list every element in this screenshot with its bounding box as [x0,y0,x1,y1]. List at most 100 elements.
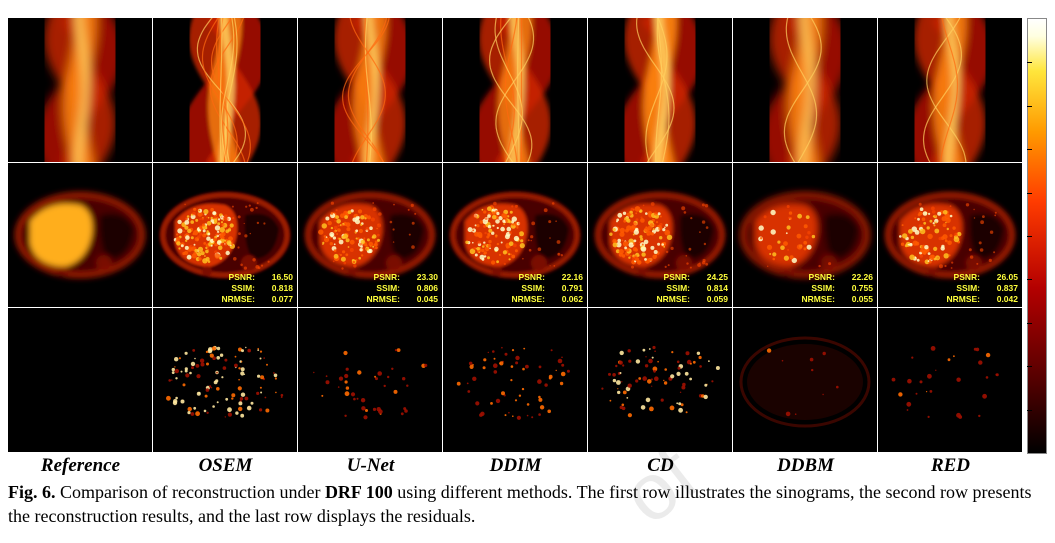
column-label-ddbm: DDBM [776,455,834,476]
image-residual-5 [739,336,871,428]
metric-label-nrmse: NRMSE: [801,294,835,304]
reconstruction-red: PSNR: 26.05 SSIM: 0.837 NRMSE: 0.042 [878,163,1022,307]
column-label-reference: Reference [40,455,121,476]
metrics-ddbm: PSNR: 22.26 SSIM: 0.755 NRMSE: 0.055 [801,272,873,305]
metric-label-ssim: SSIM: [666,283,690,293]
colorbar-tick [1027,322,1032,324]
image-residual-4 [601,345,720,418]
metric-value-ssim: 0.818 [271,283,293,293]
sinogram-ddim [443,18,587,162]
metric-value-nrmse: 0.045 [416,294,438,304]
metric-label-psnr: PSNR: [953,272,980,282]
metric-label-psnr: PSNR: [808,272,835,282]
sinogram-u-net [298,18,442,162]
figure-grid: PSNR: 16.50 SSIM: 0.818 NRMSE: 0.077 PSNR: 23.3… [8,18,1023,454]
residual-red [878,308,1022,452]
metrics-ddim: PSNR: 22.16 SSIM: 0.791 NRMSE: 0.062 [511,272,583,305]
colorbar-tick [1027,62,1032,64]
colorbar-tick [1027,366,1032,368]
sinogram-red [878,18,1022,162]
residual-cd [588,308,732,452]
column-labels: Reference OSEM U-Net DDIM CD DDBM RED [8,454,1023,478]
metric-label-nrmse: NRMSE: [656,294,690,304]
image-residual-6 [891,346,999,419]
metric-label-psnr: PSNR: [373,272,400,282]
reconstruction-ddim: PSNR: 22.16 SSIM: 0.791 NRMSE: 0.062 [443,163,587,307]
metric-value-ssim: 0.837 [996,283,1018,293]
colorbar-tick [1027,236,1032,237]
column-label-osem: OSEM [198,455,253,476]
metric-label-ssim: SSIM: [376,283,400,293]
reconstruction-cd: PSNR: 24.25 SSIM: 0.814 NRMSE: 0.059 [588,163,732,307]
caption-fig-label: Fig. 6. [8,482,56,502]
caption-text-2: using different methods. The first row i… [8,482,1032,526]
metric-value-nrmse: 0.055 [851,294,873,304]
colorbar-tick [1027,149,1032,151]
metrics-red: PSNR: 26.05 SSIM: 0.837 NRMSE: 0.042 [946,272,1018,305]
reconstruction-reference [8,163,152,307]
image-sinogram-1 [180,18,270,162]
image-sinogram-6 [905,18,995,162]
image-sinogram-5 [760,18,850,162]
image-reconstruction-1 [159,191,291,279]
image-sinogram-3 [470,18,560,162]
image-reconstruction-5 [739,191,871,279]
column-label-red: RED [930,455,971,476]
colorbar-tick [1027,192,1032,194]
column-label-u-net: U-Net [346,455,395,476]
image-residual-1 [166,345,284,418]
sinogram-osem [153,18,297,162]
image-sinogram-2 [325,18,415,162]
metric-value-psnr: 24.25 [706,272,728,282]
image-reconstruction-6 [884,191,1016,279]
column-label-cd: CD [647,455,674,476]
metric-label-ssim: SSIM: [811,283,835,293]
metrics-u-net: PSNR: 23.30 SSIM: 0.806 NRMSE: 0.045 [366,272,438,305]
image-residual-3 [456,346,570,420]
caption-text-1: Comparison of reconstruction under [55,482,325,502]
metric-value-ssim: 0.806 [416,283,438,293]
colorbar-tick [1027,409,1032,411]
metric-value-psnr: 22.26 [851,272,873,282]
reconstruction-u-net: PSNR: 23.30 SSIM: 0.806 NRMSE: 0.045 [298,163,442,307]
sinogram-reference [8,18,152,162]
metric-label-psnr: PSNR: [228,272,255,282]
metric-value-psnr: 26.05 [996,272,1018,282]
metric-value-nrmse: 0.062 [561,294,583,304]
metric-label-psnr: PSNR: [518,272,545,282]
image-sinogram-0 [35,18,125,162]
metric-label-ssim: SSIM: [521,283,545,293]
metric-label-nrmse: NRMSE: [366,294,400,304]
metric-label-ssim: SSIM: [956,283,980,293]
residual-osem [153,308,297,452]
metrics-osem: PSNR: 16.50 SSIM: 0.818 NRMSE: 0.077 [221,272,293,305]
metric-value-ssim: 0.791 [561,283,583,293]
metric-label-ssim: SSIM: [231,283,255,293]
metric-value-ssim: 0.755 [851,283,873,293]
reconstruction-ddbm: PSNR: 22.26 SSIM: 0.755 NRMSE: 0.055 [733,163,877,307]
sinogram-ddbm [733,18,877,162]
colorbar-tick [1027,279,1032,281]
metric-value-nrmse: 0.077 [271,294,293,304]
image-residual-2 [313,348,428,420]
residual-ddim [443,308,587,452]
image-reconstruction-3 [449,191,581,279]
metric-label-psnr: PSNR: [663,272,690,282]
metric-label-nrmse: NRMSE: [511,294,545,304]
metric-value-psnr: 22.16 [561,272,583,282]
metric-value-nrmse: 0.042 [996,294,1018,304]
colorbar-tick [1027,105,1032,107]
metric-label-nrmse: NRMSE: [946,294,980,304]
image-reconstruction-2 [304,191,436,279]
metrics-cd: PSNR: 24.25 SSIM: 0.814 NRMSE: 0.059 [656,272,728,305]
image-sinogram-4 [615,18,705,162]
image-reconstruction-0 [14,191,146,279]
metric-value-ssim: 0.814 [706,283,728,293]
sinogram-cd [588,18,732,162]
metric-value-psnr: 16.50 [271,272,293,282]
image-residual-0 [8,308,152,452]
column-label-ddim: DDIM [489,455,542,476]
metric-value-nrmse: 0.059 [706,294,728,304]
residual-u-net [298,308,442,452]
reconstruction-osem: PSNR: 16.50 SSIM: 0.818 NRMSE: 0.077 [153,163,297,307]
